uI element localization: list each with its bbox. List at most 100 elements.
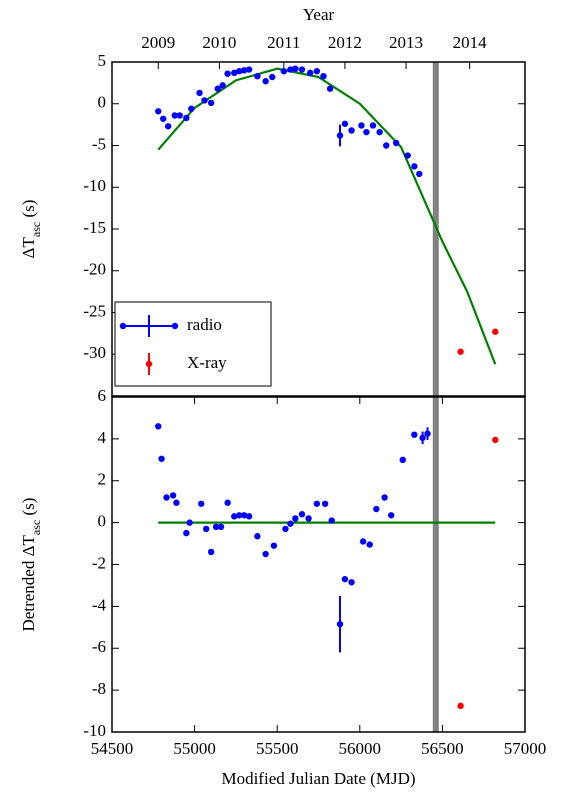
data-point	[183, 529, 190, 537]
data-point	[326, 85, 334, 92]
data-point	[155, 423, 162, 430]
data-point	[373, 505, 380, 513]
data-point	[457, 702, 464, 710]
y-tick-label: 6	[98, 386, 107, 405]
legend-marker	[171, 322, 179, 330]
x-tick-label: 56000	[339, 739, 382, 758]
x2-axis-label: Year	[303, 5, 335, 24]
y-tick-label: -10	[83, 721, 106, 740]
x2-tick-label: 2013	[389, 33, 423, 52]
fit-line	[157, 67, 497, 365]
data-point	[269, 73, 276, 81]
data-point	[307, 69, 314, 77]
data-point	[292, 515, 299, 522]
data-point	[231, 69, 238, 77]
y-axis-label-part: (s)	[19, 498, 38, 520]
data-point	[158, 455, 165, 462]
x-tick-label: 57000	[504, 739, 547, 758]
y-axis-label-part: ΔT	[19, 236, 38, 258]
data-point	[201, 97, 208, 104]
data-point	[492, 328, 499, 335]
data-point	[381, 494, 388, 501]
data-point	[198, 500, 205, 507]
x-axis-label: Modified Julian Date (MJD)	[221, 769, 415, 788]
data-point	[399, 456, 406, 464]
data-point	[416, 170, 423, 178]
data-point	[186, 519, 193, 526]
y-tick-label: -15	[83, 218, 106, 237]
plot-frame	[111, 61, 526, 397]
data-point	[419, 434, 426, 442]
data-point	[383, 142, 390, 149]
data-point	[224, 499, 231, 506]
data-point	[207, 99, 215, 107]
data-point	[387, 512, 395, 519]
data-point	[287, 520, 294, 527]
data-point	[183, 114, 190, 122]
data-point	[254, 533, 261, 540]
data-point	[176, 112, 183, 119]
x2-tick-label: 2014	[453, 33, 488, 52]
data-point	[305, 515, 312, 522]
y-tick-label: 0	[98, 512, 107, 531]
data-point	[392, 139, 400, 147]
data-point	[240, 67, 248, 74]
data-point	[219, 82, 226, 89]
data-point	[169, 492, 177, 499]
x2-tick-label: 2010	[202, 33, 236, 52]
y-axis-label-part: (s)	[19, 200, 38, 222]
data-point	[262, 550, 269, 558]
data-point	[163, 494, 170, 501]
y-axis-label: Detrended ΔTasc (s)	[19, 498, 43, 632]
y-tick-label: -2	[92, 553, 106, 572]
data-point	[287, 66, 294, 73]
x-tick-label: 54500	[91, 739, 134, 758]
data-point	[320, 72, 327, 80]
data-point	[363, 128, 370, 136]
data-point	[298, 511, 306, 518]
data-point	[321, 500, 329, 507]
x-tick-label: 56500	[421, 739, 464, 758]
x-tick-label: 55500	[256, 739, 299, 758]
data-point	[298, 66, 306, 73]
data-point	[171, 112, 178, 119]
data-point	[424, 430, 431, 437]
data-point	[214, 85, 221, 92]
data-point	[262, 78, 269, 85]
data-point	[217, 523, 225, 531]
data-point	[188, 105, 195, 112]
y-axis-label-part: Detrended ΔT	[19, 534, 38, 631]
x2-tick-label: 2012	[328, 33, 362, 52]
legend-label: X-ray	[187, 353, 227, 372]
data-point	[212, 523, 220, 531]
data-point	[280, 67, 288, 75]
y-tick-label: 0	[98, 93, 107, 112]
data-point	[270, 542, 278, 549]
data-point	[366, 541, 373, 548]
data-point	[155, 108, 162, 115]
data-point	[164, 123, 172, 130]
data-point	[313, 67, 321, 75]
data-point	[245, 513, 253, 520]
data-point	[411, 163, 418, 170]
data-point	[336, 620, 344, 628]
data-point	[358, 122, 365, 129]
y-tick-label: -4	[92, 595, 107, 614]
legend-marker	[145, 360, 153, 368]
data-point	[341, 120, 349, 127]
legend-box	[114, 301, 272, 387]
x-tick-label: 55000	[173, 739, 216, 758]
data-point	[207, 548, 215, 556]
data-point	[231, 513, 238, 520]
data-point	[369, 122, 377, 129]
data-point	[292, 65, 299, 72]
y-axis-label-part: asc	[29, 222, 43, 237]
data-point	[359, 538, 367, 545]
y-tick-label: -20	[83, 260, 106, 279]
y-tick-label: -6	[92, 637, 106, 656]
data-point	[202, 525, 210, 533]
reference-band	[432, 397, 439, 732]
data-point	[245, 66, 253, 73]
data-point	[492, 436, 499, 444]
